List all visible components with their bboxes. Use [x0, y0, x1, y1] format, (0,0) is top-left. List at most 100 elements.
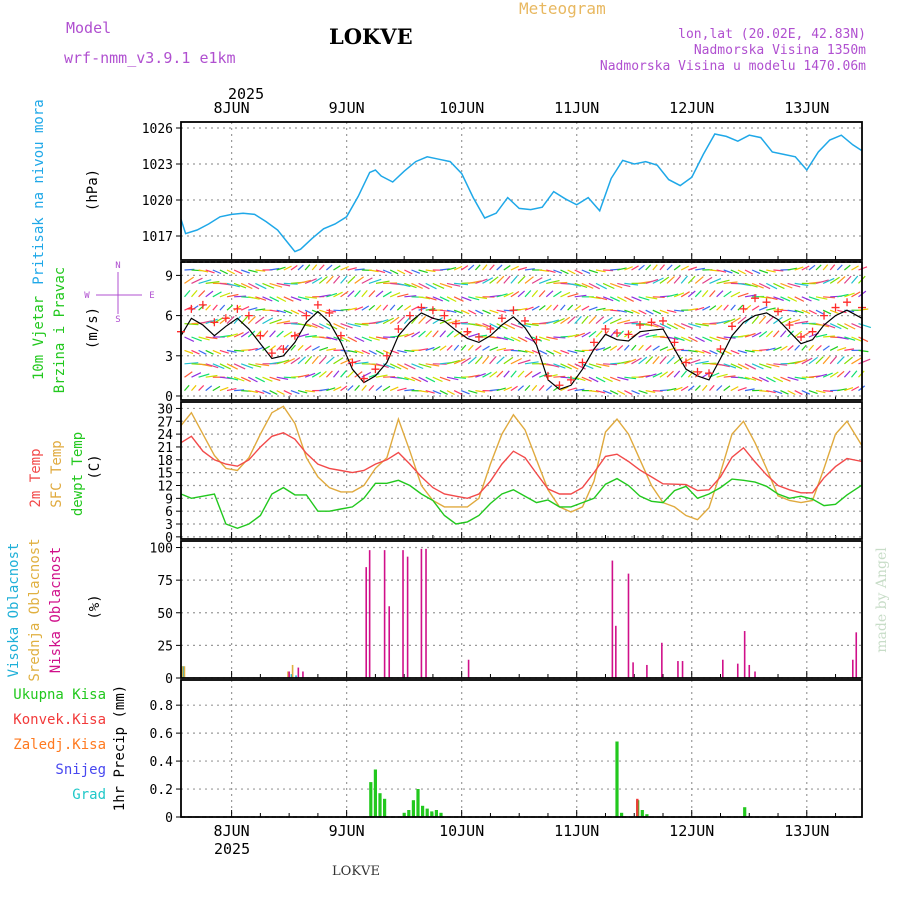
wind-arrow	[737, 292, 749, 298]
wind-frame	[180, 261, 863, 401]
wind-arrow	[737, 363, 749, 370]
wind-arrow	[375, 385, 383, 392]
wind-arrow	[496, 347, 507, 351]
wind-arrow	[602, 296, 614, 302]
wind-arrow	[269, 267, 280, 271]
wind-arrow	[574, 315, 582, 325]
wind-arrow	[794, 390, 803, 395]
pressure-y-tick-label: 1017	[142, 230, 173, 245]
wind-arrow	[652, 296, 665, 298]
wind-arrow	[205, 385, 213, 392]
wind-arrow	[574, 332, 586, 338]
wind-arrow	[354, 361, 369, 365]
wind-arrow	[560, 386, 569, 392]
wind-arrow	[184, 323, 199, 326]
wind-arrow	[510, 336, 521, 342]
wind-arrow	[751, 269, 761, 275]
wind-arrow	[531, 305, 540, 311]
wind-arrow	[425, 308, 436, 311]
wind-arrow	[666, 275, 675, 284]
wind-arrow	[844, 387, 854, 392]
wind-arrow	[468, 323, 482, 327]
wind-arrow	[836, 264, 843, 271]
wind-arrow	[844, 336, 856, 341]
wind-arrow	[404, 305, 412, 311]
wind-arrow	[205, 318, 218, 325]
gust-point	[428, 306, 437, 315]
wind-arrow	[460, 357, 472, 365]
wind-arrow	[673, 370, 681, 378]
dewpt-line	[180, 477, 863, 530]
wind-arrow	[205, 363, 219, 369]
wind-arrow	[482, 323, 495, 329]
wind-arrow	[758, 315, 767, 324]
wind-arrow	[659, 276, 670, 284]
wind-arrow	[283, 390, 293, 395]
wind-arrow	[524, 290, 532, 298]
temp-y-tick-label: 30	[157, 402, 173, 417]
wind-arrow	[240, 376, 251, 383]
wind-arrow	[645, 345, 652, 351]
wind-arrow	[758, 306, 768, 311]
wind-arrow	[191, 372, 202, 378]
wind-arrow	[822, 309, 832, 315]
wind-arrow	[446, 376, 459, 381]
wind-arrow	[361, 384, 367, 391]
wind-arrow	[439, 309, 450, 312]
wind-arrow	[787, 267, 798, 271]
wind-arrow	[588, 363, 602, 369]
wind-arrow	[680, 323, 694, 329]
top-day-label: 12JUN	[669, 99, 714, 117]
gust-point	[509, 306, 518, 315]
wind-arrow	[468, 390, 478, 394]
watermark: made by Angel	[874, 547, 890, 653]
wind-arrow	[673, 264, 681, 271]
wind-arrow	[297, 344, 304, 351]
wind-arrow	[311, 323, 324, 330]
wind-arrow	[858, 323, 872, 329]
wind-arrow	[255, 316, 265, 325]
gust-point	[578, 358, 587, 367]
wind-arrow	[354, 290, 361, 298]
gust-point	[739, 304, 748, 313]
wind-arrow	[368, 269, 379, 273]
wind-arrow	[553, 349, 562, 355]
wind-arrow	[716, 269, 727, 273]
wind-arrow	[837, 323, 849, 330]
wind-arrow	[205, 281, 220, 284]
precip-y-tick-label: 0.8	[150, 699, 173, 714]
wind-arrow	[389, 269, 399, 275]
wind-arrow	[269, 345, 276, 351]
wind-arrow	[567, 304, 574, 311]
wind-y-tick-label: 3	[165, 350, 173, 365]
gust-point	[612, 329, 621, 338]
wind-arrow	[638, 296, 650, 301]
wind-arrow	[603, 363, 618, 366]
wind-arrow	[482, 309, 491, 315]
wind-arrow	[233, 363, 246, 370]
wind-arrow	[808, 309, 817, 315]
wind-arrow	[255, 296, 267, 301]
wind-arrow	[333, 291, 343, 298]
wind-arrow	[822, 345, 830, 351]
wind-arrow	[723, 336, 736, 339]
wind-arrow	[205, 290, 214, 298]
wind-arrow	[212, 349, 222, 355]
wind-arrow	[801, 357, 813, 365]
gust-point	[474, 333, 483, 342]
wind-arrow	[687, 275, 696, 284]
wind-arrow	[844, 292, 855, 298]
wind-arrow	[822, 356, 831, 365]
wind-arrow	[446, 359, 460, 365]
wind-arrow	[368, 336, 380, 341]
wind-arrow	[539, 336, 550, 341]
wind-arrow	[396, 304, 404, 311]
wind-arrow	[823, 335, 835, 338]
precip-y-tick-label: 0.2	[150, 783, 173, 798]
wind-arrow	[638, 309, 647, 315]
wind-arrow	[418, 282, 430, 290]
wind-arrow	[694, 290, 702, 298]
wind-arrow	[546, 319, 560, 325]
wind-arrow	[340, 275, 348, 284]
wind-arrow	[475, 345, 482, 351]
